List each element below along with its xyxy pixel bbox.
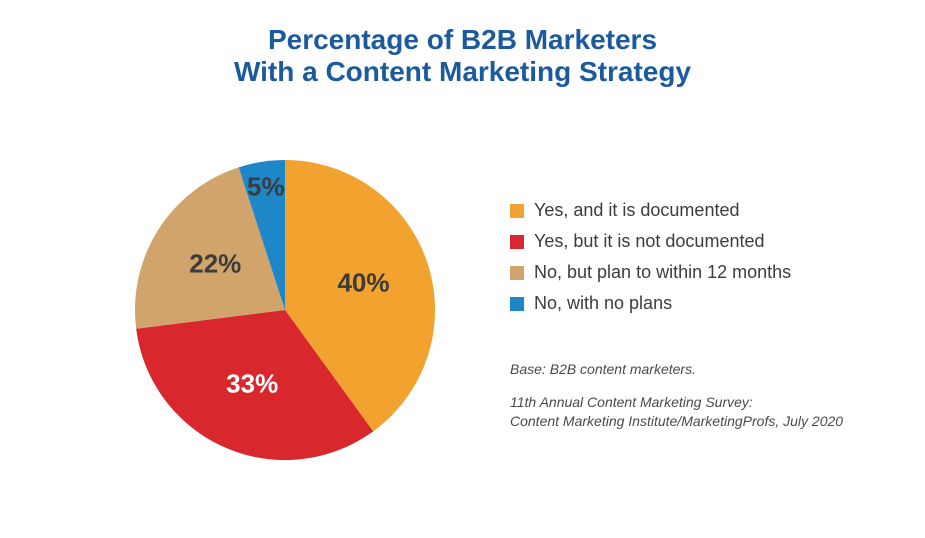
pie-slice-label: 22% xyxy=(189,249,241,279)
source-notes: Base: B2B content marketers. 11th Annual… xyxy=(510,360,843,431)
pie-chart: 40% 33% 22% 5% xyxy=(135,160,435,465)
legend-item: No, with no plans xyxy=(510,293,791,314)
legend-swatch xyxy=(510,235,524,249)
legend-label: Yes, but it is not documented xyxy=(534,231,764,252)
legend-item: No, but plan to within 12 months xyxy=(510,262,791,283)
legend-item: Yes, and it is documented xyxy=(510,200,791,221)
legend-label: Yes, and it is documented xyxy=(534,200,739,221)
legend-label: No, but plan to within 12 months xyxy=(534,262,791,283)
note-source-2: Content Marketing Institute/MarketingPro… xyxy=(510,412,843,431)
legend-swatch xyxy=(510,204,524,218)
note-source-1: 11th Annual Content Marketing Survey: xyxy=(510,393,843,412)
legend-swatch xyxy=(510,297,524,311)
chart-area: 40%33%22%5% Yes, and it is documentedYes… xyxy=(0,0,925,538)
legend-swatch xyxy=(510,266,524,280)
pie-slice-label: 33% xyxy=(226,369,278,399)
note-base: Base: B2B content marketers. xyxy=(510,360,843,379)
pie-slice-label: 5% xyxy=(247,171,285,201)
legend-label: No, with no plans xyxy=(534,293,672,314)
legend-item: Yes, but it is not documented xyxy=(510,231,791,252)
pie-slice-label: 40% xyxy=(337,267,389,297)
legend: Yes, and it is documented Yes, but it is … xyxy=(510,200,791,324)
